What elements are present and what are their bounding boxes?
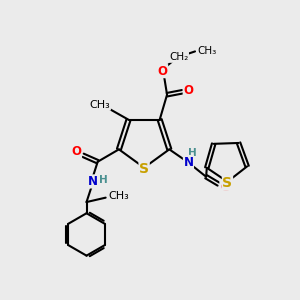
Text: O: O <box>71 145 82 158</box>
Text: S: S <box>139 161 149 176</box>
Text: CH₃: CH₃ <box>90 100 110 110</box>
Text: S: S <box>223 176 232 190</box>
Text: H: H <box>99 175 107 185</box>
Text: N: N <box>184 155 194 169</box>
Text: CH₂: CH₂ <box>169 52 188 62</box>
Text: O: O <box>220 181 230 194</box>
Text: O: O <box>158 64 168 78</box>
Text: CH₃: CH₃ <box>197 46 216 56</box>
Text: O: O <box>183 84 193 97</box>
Text: H: H <box>188 148 196 158</box>
Text: N: N <box>87 175 98 188</box>
Text: CH₃: CH₃ <box>109 191 129 201</box>
